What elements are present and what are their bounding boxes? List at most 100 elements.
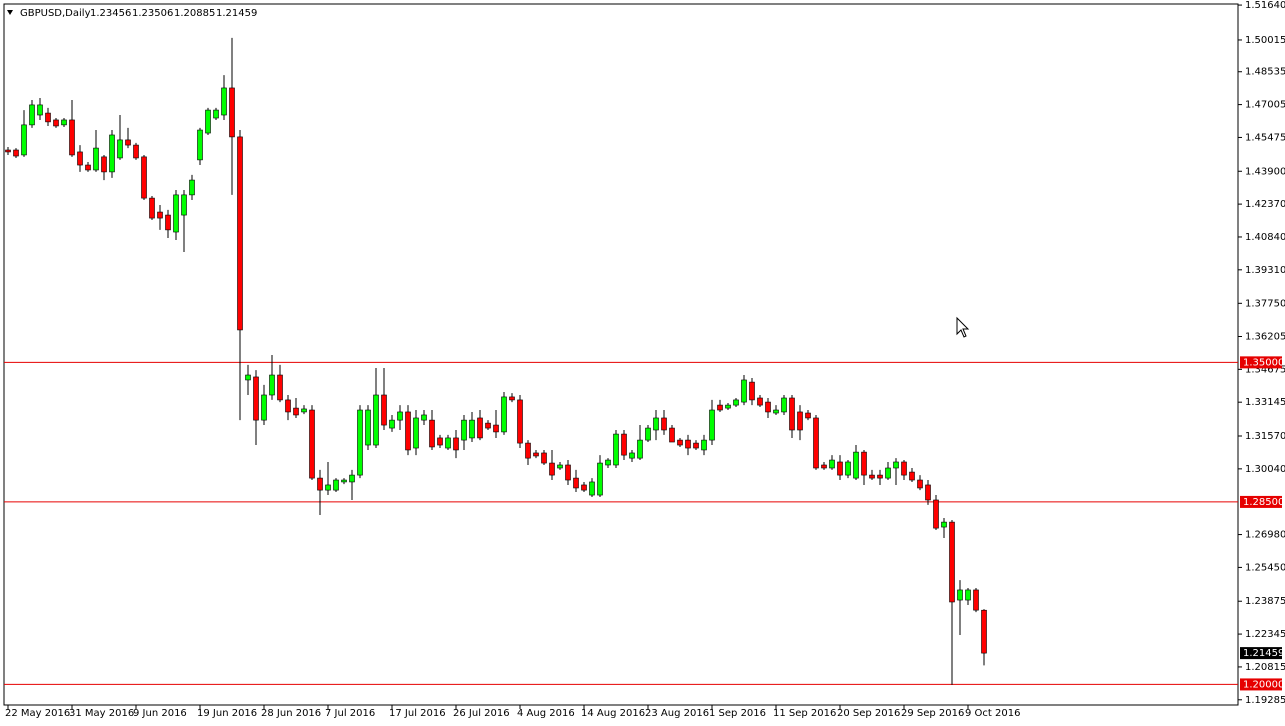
candle-body	[285, 399, 291, 413]
candle-body	[645, 427, 651, 441]
candle-body	[325, 484, 331, 491]
candle-body	[973, 589, 979, 611]
candle-body	[557, 464, 563, 469]
candle-body	[229, 87, 235, 138]
candle-body	[861, 451, 867, 476]
candle-body	[53, 119, 59, 127]
x-tick-label: 31 May 2016	[69, 708, 134, 719]
candle-body	[5, 149, 11, 153]
y-tick-label: 1.45475	[1245, 132, 1285, 143]
candle-body	[317, 477, 323, 491]
candle-body	[197, 129, 203, 161]
candle-body	[725, 404, 731, 409]
candle-body	[805, 412, 811, 419]
candle-body	[653, 417, 659, 431]
candle-body	[893, 461, 899, 469]
level-label-box	[1240, 495, 1282, 508]
candle-body	[85, 164, 91, 171]
y-tick-label: 1.37750	[1245, 298, 1285, 309]
candle-body	[877, 474, 883, 479]
candle-body	[957, 589, 963, 601]
candle-body	[373, 394, 379, 446]
candle-body	[277, 374, 283, 401]
chart-title: GBPUSD,Daily	[20, 8, 91, 19]
candle-body	[125, 139, 131, 146]
y-tick-label: 1.23875	[1245, 596, 1285, 607]
candle-body	[453, 437, 459, 451]
candle-body	[165, 214, 171, 231]
candle-body	[797, 411, 803, 431]
candle-body	[205, 109, 211, 134]
candle-body	[469, 419, 475, 439]
candle-body	[789, 397, 795, 431]
price-label-box	[1240, 647, 1282, 660]
candle-body	[717, 404, 723, 411]
x-tick-label: 22 May 2016	[5, 708, 70, 719]
candle-body	[365, 409, 371, 446]
x-tick-label: 9 Oct 2016	[965, 708, 1020, 719]
candle-body	[37, 104, 43, 116]
candle-body	[381, 394, 387, 426]
candle-body	[901, 461, 907, 476]
candle-body	[933, 499, 939, 529]
y-tick-label: 1.42370	[1245, 199, 1285, 210]
candle-body	[541, 452, 547, 464]
candle-body	[525, 442, 531, 459]
candle-body	[613, 433, 619, 466]
candle-body	[669, 427, 675, 443]
candle-body	[397, 411, 403, 421]
header-close: 1.21459	[216, 8, 257, 19]
candle-body	[621, 433, 627, 456]
candle-body	[605, 459, 611, 466]
candle-body	[117, 139, 123, 159]
y-tick-label: 1.31570	[1245, 431, 1285, 442]
candle-body	[29, 104, 35, 126]
candle-body	[581, 484, 587, 491]
x-tick-label: 20 Sep 2016	[837, 708, 900, 719]
price-label: 1.21459	[1243, 648, 1284, 659]
x-tick-label: 23 Aug 2016	[645, 708, 709, 719]
candle-body	[509, 396, 515, 401]
candle-body	[941, 521, 947, 528]
candle-body	[845, 461, 851, 476]
candle-body	[813, 417, 819, 469]
candle-body	[701, 439, 707, 451]
y-tick-label: 1.34675	[1245, 364, 1285, 375]
mouse-cursor	[956, 316, 970, 338]
y-tick-label: 1.26980	[1245, 530, 1285, 541]
candle-body	[629, 452, 635, 459]
y-tick-label: 1.30040	[1245, 464, 1285, 475]
candle-body	[693, 442, 699, 449]
candle-body	[93, 147, 99, 171]
candle-body	[173, 194, 179, 233]
y-tick-label: 1.48535	[1245, 67, 1285, 78]
candle-body	[237, 136, 243, 331]
candle-body	[837, 461, 843, 476]
candle-body	[917, 479, 923, 489]
y-tick-label: 1.19285	[1245, 695, 1285, 706]
candle-body	[181, 194, 187, 216]
level-label-box	[1240, 356, 1282, 369]
candle-body	[389, 419, 395, 429]
candle-body	[221, 87, 227, 116]
level-label: 1.35000	[1243, 357, 1284, 368]
candle-body	[357, 409, 363, 476]
candle-body	[77, 151, 83, 166]
candle-body	[69, 119, 75, 156]
candle-body	[405, 411, 411, 451]
candle-body	[493, 424, 499, 433]
candle-body	[637, 439, 643, 459]
candle-body	[909, 471, 915, 481]
level-label: 1.28500	[1243, 497, 1284, 508]
candle-body	[773, 409, 779, 414]
candle-body	[573, 477, 579, 489]
candle-body	[501, 396, 507, 433]
menu-triangle[interactable]	[7, 10, 13, 15]
candle-body	[341, 479, 347, 483]
candle-body	[781, 397, 787, 413]
candle-body	[477, 417, 483, 439]
candle-body	[869, 474, 875, 479]
candle-body	[349, 474, 355, 483]
candle-body	[101, 156, 107, 173]
candle-body	[253, 376, 259, 421]
